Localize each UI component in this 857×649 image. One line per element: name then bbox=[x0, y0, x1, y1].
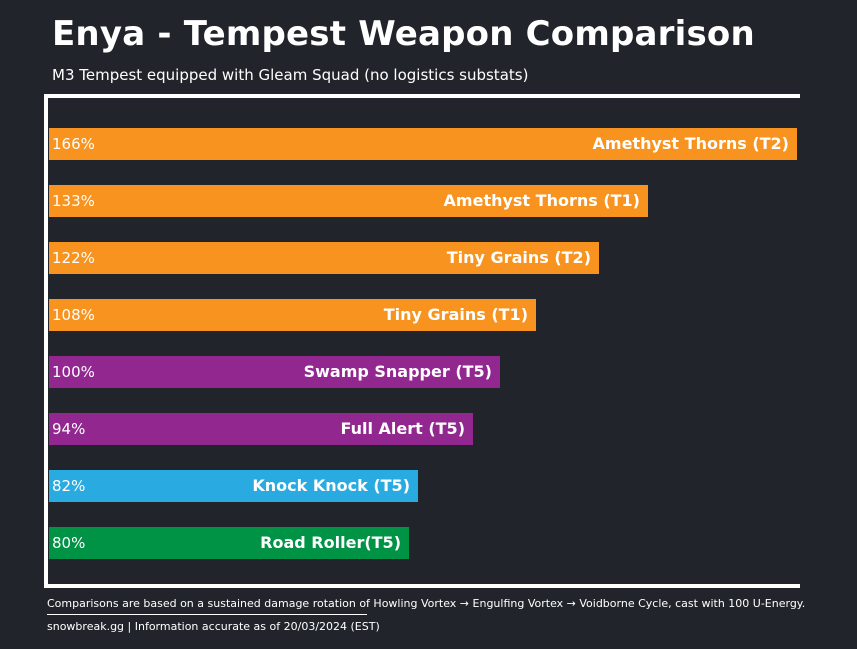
bar-category-label: Road Roller(T5) bbox=[260, 533, 401, 552]
bar-value-label: 94% bbox=[52, 420, 86, 438]
plot-frame bbox=[44, 94, 800, 588]
bar-value-label: 80% bbox=[52, 534, 86, 552]
bar-value-label: 108% bbox=[52, 306, 95, 324]
chart-subtitle: M3 Tempest equipped with Gleam Squad (no… bbox=[52, 66, 529, 84]
bar-value-label: 82% bbox=[52, 477, 86, 495]
bar-category-label: Knock Knock (T5) bbox=[252, 476, 410, 495]
chart-title: Enya - Tempest Weapon Comparison bbox=[52, 14, 755, 54]
bar-category-label: Tiny Grains (T1) bbox=[383, 305, 528, 324]
bar: 94% Full Alert (T5) bbox=[49, 413, 473, 445]
bar-value-label: 133% bbox=[52, 192, 95, 210]
bar-value-label: 100% bbox=[52, 363, 95, 381]
bar-value-label: 166% bbox=[52, 135, 95, 153]
bar-category-label: Full Alert (T5) bbox=[340, 419, 465, 438]
bar: 166% Amethyst Thorns (T2) bbox=[49, 128, 797, 160]
source-note: snowbreak.gg | Information accurate as o… bbox=[47, 620, 380, 633]
bar-category-label: Amethyst Thorns (T2) bbox=[592, 134, 789, 153]
bar: 80% Road Roller(T5) bbox=[49, 527, 409, 559]
bar-category-label: Swamp Snapper (T5) bbox=[303, 362, 492, 381]
bar: 122% Tiny Grains (T2) bbox=[49, 242, 599, 274]
bar-category-label: Tiny Grains (T2) bbox=[446, 248, 591, 267]
footnote: Comparisons are based on a sustained dam… bbox=[47, 597, 806, 610]
bar: 133% Amethyst Thorns (T1) bbox=[49, 185, 648, 217]
bar-value-label: 122% bbox=[52, 249, 95, 267]
bar: 108% Tiny Grains (T1) bbox=[49, 299, 536, 331]
bar: 100% Swamp Snapper (T5) bbox=[49, 356, 500, 388]
bar-category-label: Amethyst Thorns (T1) bbox=[443, 191, 640, 210]
footnote-divider bbox=[47, 614, 367, 615]
bar: 82% Knock Knock (T5) bbox=[49, 470, 418, 502]
